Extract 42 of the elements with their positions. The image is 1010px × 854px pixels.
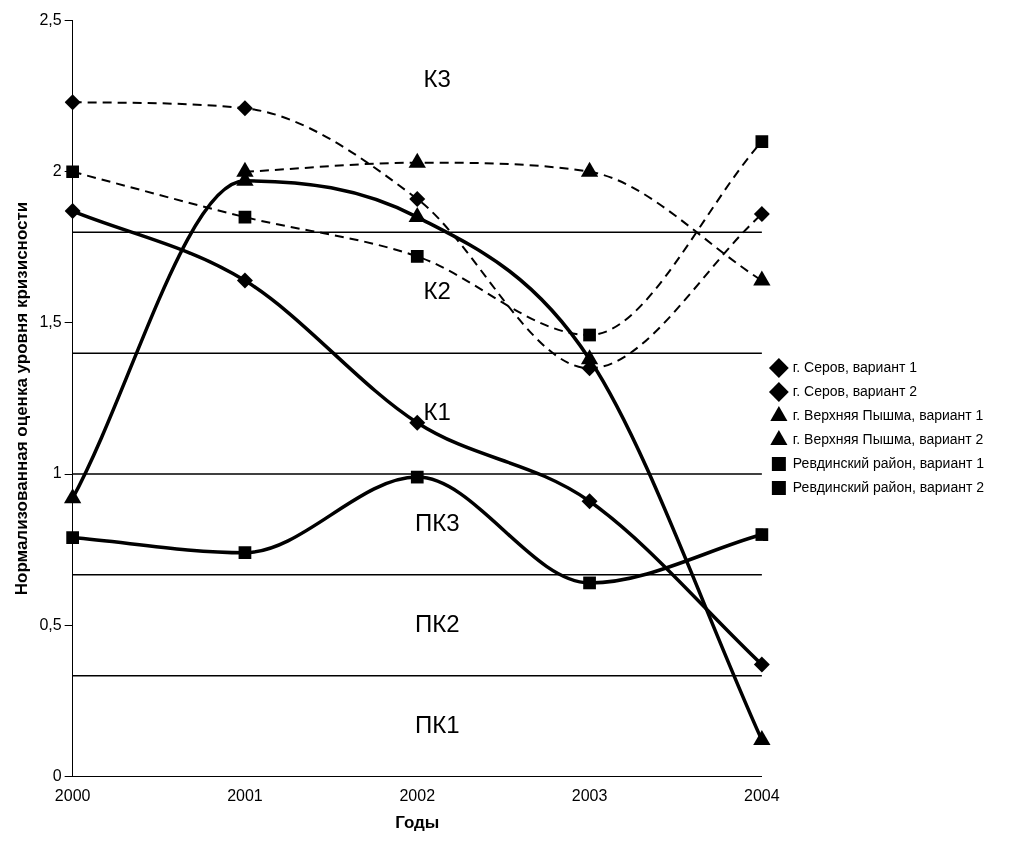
y-tick-label: 2 <box>52 162 62 180</box>
y-axis-title: Нормализованная оценка уровня кризисности <box>11 201 31 596</box>
point <box>753 206 770 223</box>
annotation: ПК2 <box>414 609 460 637</box>
y-tick-label: 0 <box>52 766 62 784</box>
legend-label: г. Верхняя Пышма, вариант 2 <box>792 430 984 447</box>
legend-label: г. Серов, вариант 2 <box>792 382 918 399</box>
point <box>236 272 253 289</box>
x-tick-label: 2002 <box>399 787 436 805</box>
point <box>583 328 596 342</box>
point <box>755 528 769 541</box>
legend-label: г. Серов, вариант 1 <box>792 358 918 375</box>
y-tick-label: 1,5 <box>39 313 62 331</box>
annotation: К2 <box>423 277 451 305</box>
point <box>64 94 81 111</box>
y-tick-label: 2,5 <box>39 11 62 29</box>
legend-label: г. Верхняя Пышма, вариант 1 <box>792 406 984 423</box>
annotation: ПК3 <box>414 509 460 537</box>
point <box>66 531 80 544</box>
x-tick-label: 2000 <box>54 787 91 805</box>
x-tick-label: 2003 <box>571 787 608 805</box>
point <box>236 100 253 117</box>
point <box>409 190 426 207</box>
point <box>753 656 770 673</box>
annotation: К3 <box>423 65 451 93</box>
point <box>583 576 596 590</box>
x-tick-label: 2001 <box>227 787 263 805</box>
legend-label: Ревдинский район, вариант 2 <box>792 478 985 495</box>
annotation: ПК1 <box>414 710 460 738</box>
point <box>410 250 424 263</box>
point <box>66 165 80 179</box>
point <box>409 414 426 431</box>
annotation: К1 <box>423 398 451 426</box>
y-tick-label: 1 <box>52 464 62 482</box>
x-tick-label: 2004 <box>744 787 780 805</box>
legend-label: Ревдинский район, вариант 1 <box>792 454 985 471</box>
point <box>581 493 598 510</box>
y-tick-label: 0,5 <box>39 615 62 633</box>
point <box>755 135 769 148</box>
point <box>238 546 252 560</box>
point <box>64 203 81 220</box>
x-axis-title: Годы <box>395 813 440 833</box>
